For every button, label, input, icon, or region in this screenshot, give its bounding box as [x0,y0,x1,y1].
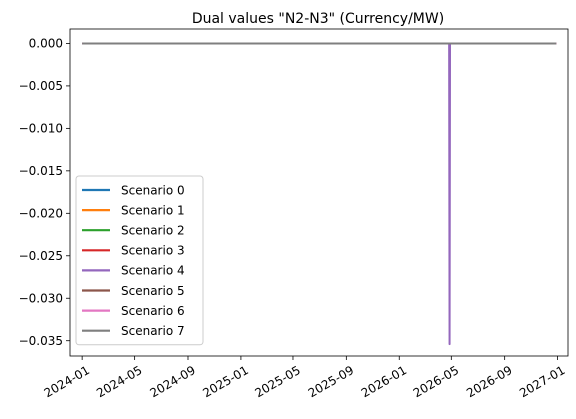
x-tick-label: 2024-09 [147,363,197,400]
x-axis: 2024-01 2024-05 2024-09 2025-01 2025-05 2025-… [42,356,567,400]
y-tick-label: −0.005 [19,79,63,93]
x-tick-label: 2024-01 [42,363,92,400]
y-tick-label: −0.010 [19,122,63,136]
x-tick-label: 2027-01 [517,363,567,400]
legend-label-7: Scenario 7 [121,324,185,338]
y-axis: 0.000 −0.005 −0.010 −0.015 −0.020 −0.025 −0.03… [19,37,70,348]
legend-label-0: Scenario 0 [121,183,185,197]
legend-label-3: Scenario 3 [121,244,185,258]
legend-box [75,175,204,346]
x-tick-label: 2025-05 [252,363,302,400]
y-tick-label: −0.015 [19,164,63,178]
chart-title: Dual values "N2-N3" (Currency/MW) [192,11,444,27]
plot-frame [69,28,569,357]
y-tick-label: −0.020 [19,207,63,221]
x-tick-label: 2026-09 [464,363,514,400]
legend-label-4: Scenario 4 [121,264,185,278]
series-layer [82,42,557,346]
y-tick-label: −0.035 [19,334,63,348]
legend-label-6: Scenario 6 [121,304,185,318]
y-tick-label: −0.030 [19,292,63,306]
x-tick-label: 2026-05 [411,363,461,400]
y-tick-label: −0.025 [19,249,63,263]
x-tick-label: 2025-09 [306,363,356,400]
x-tick-label: 2026-01 [359,363,409,400]
legend-label-2: Scenario 2 [121,224,185,238]
x-tick-label: 2024-05 [94,363,144,400]
legend-label-1: Scenario 1 [121,203,185,217]
legend: Scenario 0 Scenario 1 Scenario 2 Scenario 3… [75,175,204,346]
legend-label-5: Scenario 5 [121,284,185,298]
y-tick-label: 0.000 [29,37,63,51]
x-tick-label: 2025-01 [200,363,250,400]
